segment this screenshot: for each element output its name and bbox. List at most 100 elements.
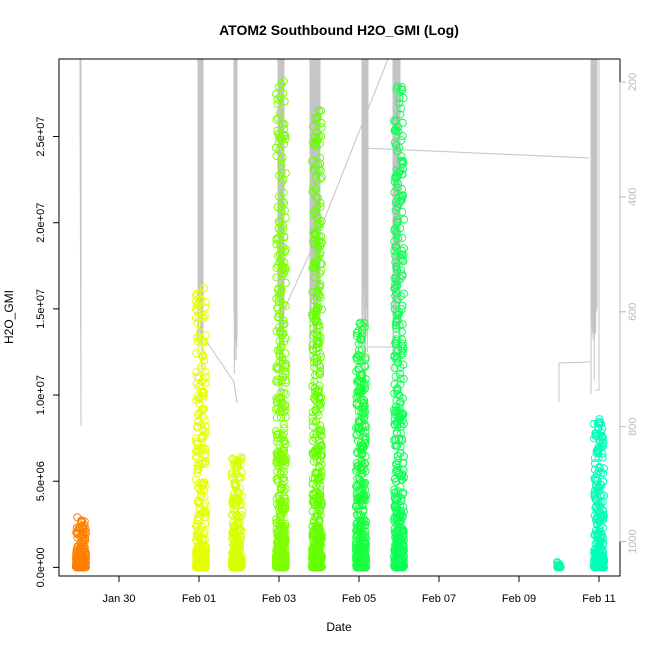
data-point bbox=[315, 530, 324, 540]
data-point bbox=[315, 223, 324, 232]
data-point bbox=[393, 548, 402, 557]
data-point bbox=[278, 546, 287, 555]
data-point bbox=[317, 232, 326, 241]
data-point bbox=[274, 192, 284, 201]
data-point bbox=[598, 442, 608, 451]
data-point bbox=[279, 329, 288, 338]
data-point bbox=[596, 419, 606, 428]
altitude-line-segment bbox=[590, 58, 598, 395]
data-point bbox=[399, 93, 408, 103]
data-point bbox=[308, 331, 318, 340]
data-point bbox=[398, 85, 407, 95]
data-point bbox=[396, 507, 405, 516]
data-point bbox=[352, 510, 361, 520]
data-point bbox=[78, 559, 88, 568]
data-point bbox=[278, 372, 288, 381]
data-point bbox=[228, 510, 237, 519]
data-point bbox=[274, 309, 284, 318]
data-point bbox=[273, 559, 282, 569]
data-point bbox=[308, 489, 317, 498]
y-axis-label: H2O_GMI bbox=[2, 290, 16, 344]
data-point bbox=[281, 458, 290, 467]
data-point bbox=[273, 396, 282, 405]
data-point bbox=[316, 562, 325, 571]
data-point bbox=[276, 108, 285, 117]
data-point bbox=[316, 399, 325, 408]
data-point bbox=[399, 257, 408, 266]
data-point bbox=[279, 388, 288, 397]
x-tick-label: Feb 11 bbox=[582, 593, 615, 605]
data-point bbox=[352, 520, 361, 529]
data-point bbox=[272, 430, 281, 439]
data-point bbox=[281, 349, 290, 358]
data-point bbox=[274, 138, 283, 147]
data-point bbox=[309, 457, 319, 466]
data-point bbox=[392, 477, 401, 486]
data-point bbox=[281, 245, 290, 254]
right-tick-label: 600 bbox=[627, 303, 639, 321]
data-point bbox=[390, 363, 399, 373]
data-point bbox=[277, 168, 286, 178]
data-point bbox=[317, 446, 326, 455]
data-point bbox=[357, 470, 366, 479]
data-point bbox=[594, 529, 603, 539]
y-tick-label: 1.5e+07 bbox=[35, 289, 47, 329]
right-axis: 200 400 600 800 1000 bbox=[619, 73, 639, 554]
data-point bbox=[554, 563, 563, 572]
data-point bbox=[396, 516, 405, 525]
data-point bbox=[359, 507, 368, 516]
data-point bbox=[356, 539, 365, 548]
y-tick-label: 2.5e+07 bbox=[35, 117, 47, 157]
data-point bbox=[311, 184, 320, 194]
data-point bbox=[278, 353, 287, 362]
data-point bbox=[197, 387, 206, 396]
data-point bbox=[199, 336, 208, 345]
data-point bbox=[198, 431, 207, 440]
data-point bbox=[598, 432, 607, 441]
data-point bbox=[590, 511, 599, 520]
data-point bbox=[237, 468, 246, 477]
data-point bbox=[194, 462, 203, 471]
data-point bbox=[276, 413, 286, 422]
data-point bbox=[393, 420, 402, 429]
data-point bbox=[229, 490, 238, 499]
data-point bbox=[361, 362, 370, 371]
data-point bbox=[193, 483, 202, 492]
data-point bbox=[360, 323, 369, 332]
data-point bbox=[276, 288, 286, 297]
data-point bbox=[237, 454, 246, 464]
data-point bbox=[274, 224, 283, 233]
data-point bbox=[357, 545, 366, 554]
data-point bbox=[316, 279, 325, 289]
data-point bbox=[276, 388, 285, 397]
data-point bbox=[353, 436, 363, 446]
data-point bbox=[279, 524, 288, 534]
data-point bbox=[393, 281, 402, 290]
data-point bbox=[355, 351, 364, 361]
data-point bbox=[274, 114, 283, 123]
data-point bbox=[277, 397, 286, 406]
data-point bbox=[308, 157, 317, 166]
data-point bbox=[195, 552, 204, 561]
data-point bbox=[360, 361, 369, 370]
data-point bbox=[272, 235, 281, 244]
data-point bbox=[199, 352, 208, 361]
data-point bbox=[274, 461, 283, 470]
data-point bbox=[315, 362, 325, 371]
data-point bbox=[192, 349, 201, 358]
data-point bbox=[316, 482, 325, 491]
data-point bbox=[201, 445, 210, 454]
data-point bbox=[201, 481, 210, 490]
data-point bbox=[315, 251, 324, 260]
data-point bbox=[233, 520, 242, 529]
data-point bbox=[200, 303, 209, 312]
data-point bbox=[599, 539, 608, 548]
data-point bbox=[594, 424, 603, 433]
data-point bbox=[79, 528, 88, 537]
data-point bbox=[391, 242, 401, 251]
data-point bbox=[392, 396, 401, 406]
data-point bbox=[396, 104, 405, 113]
data-point bbox=[357, 478, 366, 487]
data-point bbox=[597, 443, 606, 452]
data-point bbox=[201, 427, 210, 436]
